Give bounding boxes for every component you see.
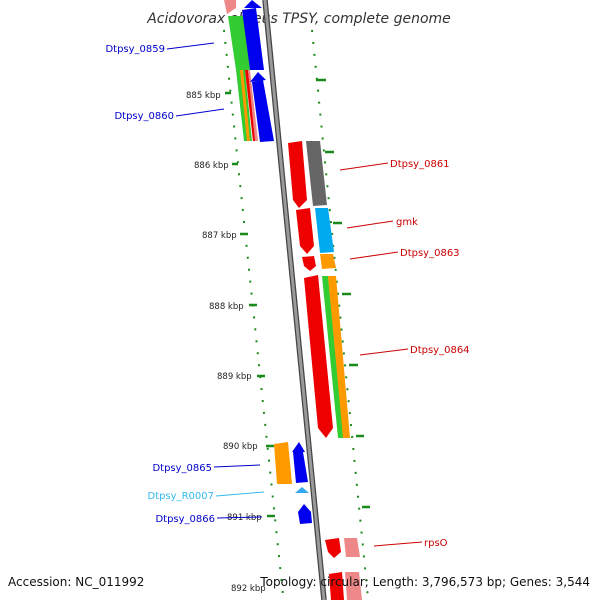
topology-label: Topology: circular; Length: 3,796,573 bp… — [259, 575, 590, 589]
kbp-label-886: 886 kbp — [194, 161, 229, 171]
bottom-partial-genes — [329, 572, 362, 600]
gene-label-Dtpsy_0861[interactable]: Dtpsy_0861 — [390, 159, 450, 170]
gene-arrow — [252, 80, 274, 142]
gene-Dtpsy_0863-feature[interactable] — [302, 254, 336, 271]
kbp-label-887: 887 kbp — [202, 231, 237, 241]
kbp-label-888: 888 kbp — [209, 302, 244, 312]
gene-Dtpsy_0865-feature[interactable] — [274, 442, 308, 484]
gene-arrow-head — [244, 0, 262, 8]
gene-rpsO-feature[interactable] — [325, 538, 360, 558]
gene-arrow — [293, 452, 308, 483]
genome-backbone — [262, 0, 327, 600]
gene-label-Dtpsy_0866[interactable]: Dtpsy_0866 — [155, 514, 215, 525]
gene-arrow — [298, 504, 312, 524]
gene-Dtpsy_R0007-feature[interactable] — [295, 487, 309, 493]
gene-arrow — [240, 70, 250, 141]
gene-Dtpsy_0864-feature[interactable] — [304, 275, 350, 438]
gene-Dtpsy_0866-feature[interactable] — [298, 504, 312, 524]
kbp-label-890: 890 kbp — [223, 442, 258, 452]
gene-label-Dtpsy_R0007[interactable]: Dtpsy_R0007 — [148, 491, 215, 502]
gene-label-Dtpsy_0863[interactable]: Dtpsy_0863 — [400, 248, 460, 259]
kbp-label-889: 889 kbp — [217, 372, 252, 382]
gene-labels: Dtpsy_0859 Dtpsy_0860 Dtpsy_0861 gmk Dtp… — [105, 44, 469, 549]
callout-lines — [166, 42, 423, 547]
gene-Dtpsy_0859-feature[interactable] — [224, 0, 264, 70]
gene-arrow — [306, 141, 327, 206]
major-ticks — [225, 78, 370, 518]
gene-arrow — [288, 141, 307, 208]
gene-arrow — [242, 8, 264, 70]
kbp-labels: 885 kbp 886 kbp 887 kbp 888 kbp 889 kbp … — [186, 91, 266, 594]
gene-arrow — [295, 487, 309, 493]
gene-label-gmk[interactable]: gmk — [396, 217, 418, 228]
gene-arrow — [344, 538, 360, 557]
gene-arrow — [274, 442, 292, 484]
gene-arrow — [325, 538, 341, 558]
gene-arrow — [248, 70, 258, 141]
gene-label-Dtpsy_0859[interactable]: Dtpsy_0859 — [105, 44, 165, 55]
gene-arrow — [296, 208, 314, 254]
gene-label-Dtpsy_0860[interactable]: Dtpsy_0860 — [114, 111, 174, 122]
gene-arrow-head — [250, 72, 266, 82]
gene-arrow — [224, 0, 236, 14]
gene-Dtpsy_0860-feature[interactable] — [236, 70, 274, 142]
kbp-label-892: 892 kbp — [231, 584, 266, 594]
gene-label-rpsO[interactable]: rpsO — [424, 538, 448, 549]
gene-arrow — [320, 254, 336, 269]
gene-label-Dtpsy_0865[interactable]: Dtpsy_0865 — [152, 463, 212, 474]
gene-arrow — [315, 208, 334, 253]
gene-arrow-head — [292, 442, 305, 452]
gene-arrow — [322, 276, 344, 438]
gene-arrow — [302, 256, 316, 271]
gene-arrow — [328, 276, 350, 438]
gene-Dtpsy_0861-feature[interactable] — [288, 141, 327, 208]
gene-arrow — [304, 275, 333, 438]
accession-label: Accession: NC_011992 — [8, 575, 144, 589]
kbp-label-885: 885 kbp — [186, 91, 221, 101]
map-title: Acidovorax ebreus TPSY, complete genome — [146, 11, 451, 27]
gene-arrow — [228, 16, 250, 70]
gene-gmk-feature[interactable] — [296, 208, 334, 254]
kbp-label-891: 891 kbp — [227, 513, 262, 523]
gene-label-Dtpsy_0864[interactable]: Dtpsy_0864 — [410, 345, 470, 356]
